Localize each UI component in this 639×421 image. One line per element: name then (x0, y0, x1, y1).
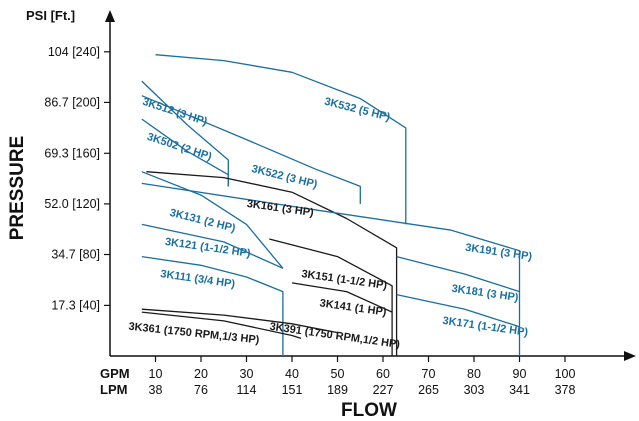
gpm-row-label: GPM (100, 366, 130, 381)
x-axis-title: FLOW (341, 400, 397, 421)
series-line (141, 311, 302, 340)
x-tick-group: 10 38 20 76 30 114 40 151 50 189 60 227 70 265 80 303 90… (149, 356, 576, 397)
series-line (141, 80, 229, 187)
y-tick-group: 17.3 [40] 34.7 [80] 52.0 [120] 69.3 [160] 86… (44, 45, 110, 312)
series-line (141, 308, 338, 334)
x-tick-gpm-label: 100 (555, 367, 576, 381)
y-tick-label: 69.3 [160] (44, 146, 100, 160)
x-axis-arrow-icon (624, 351, 636, 361)
x-tick-gpm-label: 30 (240, 367, 254, 381)
series-label: 3K171 (1-1/2 HP) (442, 315, 529, 339)
series-line (141, 118, 229, 187)
series-label: 3K141 (1 HP) (319, 297, 388, 318)
series-line (141, 171, 284, 269)
series-label: 3K151 (1-1/2 HP) (301, 268, 388, 292)
series-line (141, 255, 284, 356)
y-axis-title: PRESSURE (7, 136, 28, 241)
series-group (141, 54, 521, 356)
series-label: 3K391 (1750 RPM,1/2 HP) (269, 321, 401, 351)
x-tick-lpm-label: 265 (418, 383, 439, 397)
series-label: 3K522 (3 HP) (250, 163, 318, 191)
x-tick-lpm-label: 378 (555, 383, 576, 397)
x-tick-gpm-label: 70 (422, 367, 436, 381)
series-line (141, 95, 361, 204)
x-tick-lpm-label: 189 (327, 383, 348, 397)
x-tick-gpm-label: 20 (194, 367, 208, 381)
x-tick-lpm-label: 76 (194, 383, 208, 397)
y-axis-arrow-icon (105, 10, 115, 22)
lpm-row-label: LPM (100, 382, 127, 397)
series-line (269, 238, 393, 356)
x-tick-lpm-label: 38 (149, 383, 163, 397)
series-line (396, 255, 520, 293)
series-label: 3K181 (3 HP) (451, 283, 520, 304)
x-tick-gpm-label: 10 (149, 367, 163, 381)
series-label: 3K512 (3 HP) (141, 96, 209, 128)
x-tick-gpm-label: 40 (285, 367, 299, 381)
x-tick-lpm-label: 151 (282, 383, 303, 397)
x-tick-gpm-label: 80 (467, 367, 481, 381)
x-tick-lpm-label: 303 (464, 383, 485, 397)
series-line (291, 282, 393, 313)
series-line (141, 182, 521, 356)
series-label: 3K532 (5 HP) (323, 96, 391, 124)
series-label: 3K502 (2 HP) (145, 131, 213, 163)
x-tick-gpm-label: 90 (513, 367, 527, 381)
series-line (396, 293, 520, 328)
y-tick-label: 104 [240] (48, 45, 100, 59)
y-tick-label: 17.3 [40] (51, 298, 100, 312)
x-tick-lpm-label: 114 (237, 383, 257, 397)
x-tick-lpm-label: 341 (509, 383, 530, 397)
x-tick-gpm-label: 50 (331, 367, 345, 381)
x-tick-gpm-label: 60 (376, 367, 390, 381)
series-line (155, 54, 407, 225)
y-tick-label: 52.0 [120] (44, 197, 100, 211)
chart-axes (105, 10, 636, 361)
series-label: 3K121 (1-1/2 HP) (164, 236, 251, 260)
y-unit-label: PSI [Ft.] (26, 8, 75, 23)
x-tick-lpm-label: 227 (373, 383, 394, 397)
series-label: 3K161 (3 HP) (246, 198, 315, 219)
series-line (146, 171, 398, 356)
y-tick-label: 86.7 [200] (44, 95, 100, 109)
y-tick-label: 34.7 [80] (51, 248, 100, 262)
series-line (141, 223, 284, 269)
